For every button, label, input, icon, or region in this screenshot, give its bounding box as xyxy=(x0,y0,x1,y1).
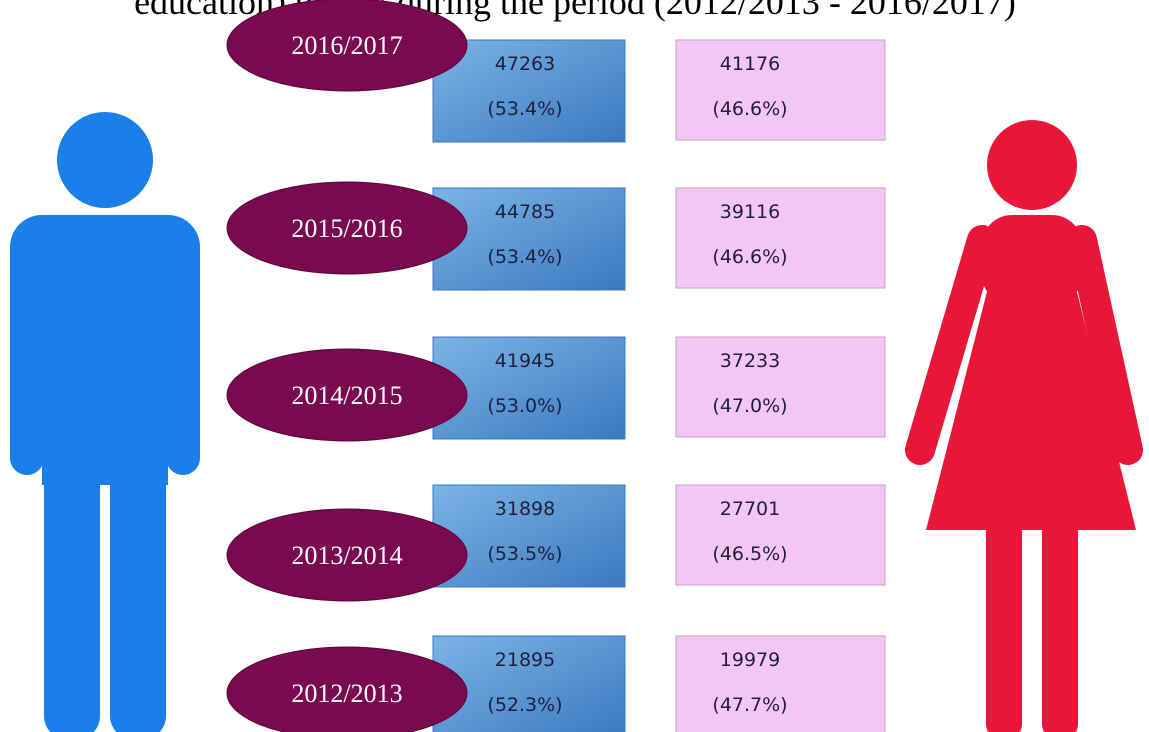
female-count: 41176 xyxy=(720,53,780,75)
female-box xyxy=(675,484,886,586)
female-box xyxy=(675,39,886,141)
male-percent: (53.0%) xyxy=(487,395,562,417)
female-percent: (47.7%) xyxy=(712,694,787,716)
female-box xyxy=(675,187,886,289)
male-percent: (53.4%) xyxy=(487,246,562,268)
year-label: 2013/2014 xyxy=(291,541,402,570)
female-box xyxy=(675,336,886,438)
female-percent: (46.6%) xyxy=(712,98,787,120)
year-label: 2014/2015 xyxy=(291,381,402,410)
female-percent: (47.0%) xyxy=(712,395,787,417)
female-figure xyxy=(905,120,1143,732)
male-box xyxy=(432,484,626,588)
male-count: 47263 xyxy=(495,53,555,75)
female-percent: (46.6%) xyxy=(712,246,787,268)
rows: 2016/2017 47263 (53.4%) 41176 (46.6%) 2015/20… xyxy=(226,0,886,732)
male-percent: (52.3%) xyxy=(487,694,562,716)
year-ellipse xyxy=(226,0,468,92)
female-count: 19979 xyxy=(720,649,780,671)
year-ellipse xyxy=(226,348,468,442)
year-ellipse xyxy=(226,646,468,732)
male-box xyxy=(432,39,626,143)
female-percent: (46.5%) xyxy=(712,543,787,565)
year-ellipse xyxy=(226,508,468,602)
male-count: 31898 xyxy=(495,498,555,520)
female-box xyxy=(675,635,886,732)
male-count: 41945 xyxy=(495,350,555,372)
year-label: 2012/2013 xyxy=(291,679,402,708)
male-count: 44785 xyxy=(495,201,555,223)
female-count: 27701 xyxy=(720,498,780,520)
year-label: 2015/2016 xyxy=(291,214,402,243)
male-figure xyxy=(10,112,200,732)
female-count: 39116 xyxy=(720,201,780,223)
female-count: 37233 xyxy=(720,350,780,372)
male-percent: (53.5%) xyxy=(487,543,562,565)
male-count: 21895 xyxy=(495,649,555,671)
year-ellipse xyxy=(226,181,468,275)
year-label: 2016/2017 xyxy=(291,31,402,60)
male-percent: (53.4%) xyxy=(487,98,562,120)
